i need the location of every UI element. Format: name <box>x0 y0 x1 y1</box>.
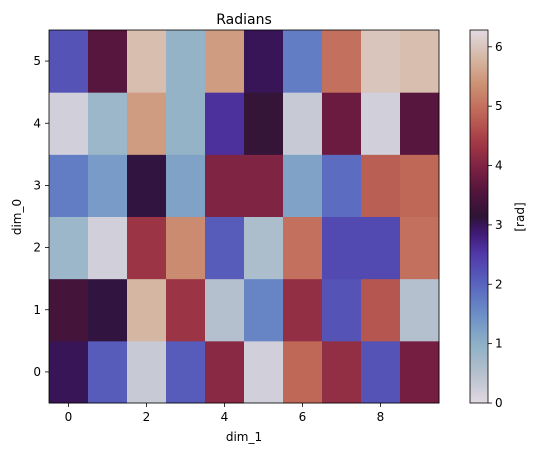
heatmap-cell <box>127 92 167 155</box>
heatmap-cells <box>49 30 440 404</box>
x-tick-label: 4 <box>221 410 229 424</box>
heatmap-cell <box>49 278 89 342</box>
heatmap-cell <box>205 278 245 342</box>
heatmap-cell <box>205 216 245 280</box>
y-tick-label: 1 <box>33 303 41 317</box>
heatmap-cell <box>322 340 362 404</box>
colorbar <box>469 29 489 404</box>
heatmap-cell <box>322 216 362 280</box>
heatmap-cell <box>283 92 323 155</box>
heatmap-cell <box>205 340 245 404</box>
heatmap-cell <box>166 30 206 93</box>
heatmap-cell <box>361 92 401 155</box>
heatmap-cell <box>244 340 284 404</box>
chart-title: Radians <box>216 12 272 28</box>
heatmap-cell <box>127 154 167 217</box>
y-axis-label: dim_0 <box>10 199 24 235</box>
x-tick-label: 2 <box>143 410 151 424</box>
colorbar-tick-label: 4 <box>495 159 503 173</box>
heatmap-cell <box>49 340 89 404</box>
y-tick-label: 0 <box>33 365 41 379</box>
heatmap-cell <box>400 216 440 280</box>
x-axis: 0 2 4 6 8 <box>65 403 385 424</box>
heatmap-cell <box>400 340 440 404</box>
heatmap-cell <box>283 216 323 280</box>
x-axis-label: dim_1 <box>226 430 262 444</box>
heatmap-cell <box>49 30 89 93</box>
heatmap-cell <box>127 30 167 93</box>
heatmap-cell <box>49 216 89 280</box>
colorbar-tick-label: 0 <box>495 396 503 410</box>
y-axis: 0 1 2 3 4 5 <box>33 54 49 379</box>
heatmap-cell <box>244 154 284 217</box>
heatmap-cell <box>361 278 401 342</box>
y-tick-label: 5 <box>33 54 41 68</box>
heatmap-cell <box>322 154 362 217</box>
heatmap-cell <box>88 216 128 280</box>
y-tick-label: 2 <box>33 241 41 255</box>
heatmap-cell <box>127 216 167 280</box>
heatmap-cell <box>127 340 167 404</box>
heatmap-cell <box>283 278 323 342</box>
heatmap-cell <box>49 92 89 155</box>
x-tick-label: 8 <box>377 410 385 424</box>
heatmap-cell <box>49 154 89 217</box>
colorbar-label: [rad] <box>513 202 527 231</box>
heatmap-cell <box>361 30 401 93</box>
heatmap-cell <box>361 340 401 404</box>
plot-frame <box>48 29 440 404</box>
heatmap-cell <box>244 216 284 280</box>
heatmap-cell <box>205 30 245 93</box>
colorbar-tick-label: 6 <box>495 40 503 54</box>
heatmap-cell <box>322 92 362 155</box>
heatmap-cell <box>88 278 128 342</box>
heatmap-cell <box>88 340 128 404</box>
heatmap-cell <box>127 278 167 342</box>
colorbar-tick-label: 1 <box>495 337 503 351</box>
colorbar-tick-label: 3 <box>495 218 503 232</box>
heatmap-cell <box>205 92 245 155</box>
heatmap-cell <box>166 154 206 217</box>
heatmap-cell <box>166 216 206 280</box>
heatmap-cell <box>166 92 206 155</box>
heatmap-cell <box>244 30 284 93</box>
colorbar-tick-label: 5 <box>495 99 503 113</box>
colorbar-axis: 0 1 2 3 4 5 6 <box>488 40 503 410</box>
heatmap-cell <box>244 278 284 342</box>
x-tick-label: 6 <box>299 410 307 424</box>
heatmap-cell <box>361 216 401 280</box>
heatmap-cell <box>400 278 440 342</box>
x-tick-label: 0 <box>65 410 73 424</box>
heatmap-cell <box>400 92 440 155</box>
y-tick-label: 3 <box>33 178 41 192</box>
heatmap-cell <box>88 154 128 217</box>
heatmap-cell <box>88 92 128 155</box>
colorbar-tick-label: 2 <box>495 277 503 291</box>
heatmap-cell <box>283 340 323 404</box>
heatmap-cell <box>283 30 323 93</box>
heatmap-cell <box>400 30 440 93</box>
heatmap-cell <box>244 92 284 155</box>
heatmap-cell <box>205 154 245 217</box>
heatmap-cell <box>322 278 362 342</box>
heatmap-cell <box>166 340 206 404</box>
y-tick-label: 4 <box>33 116 41 130</box>
heatmap-cell <box>283 154 323 217</box>
heatmap-cell <box>322 30 362 93</box>
heatmap-cell <box>166 278 206 342</box>
heatmap-cell <box>361 154 401 217</box>
heatmap-cell <box>400 154 440 217</box>
heatmap-cell <box>88 30 128 93</box>
